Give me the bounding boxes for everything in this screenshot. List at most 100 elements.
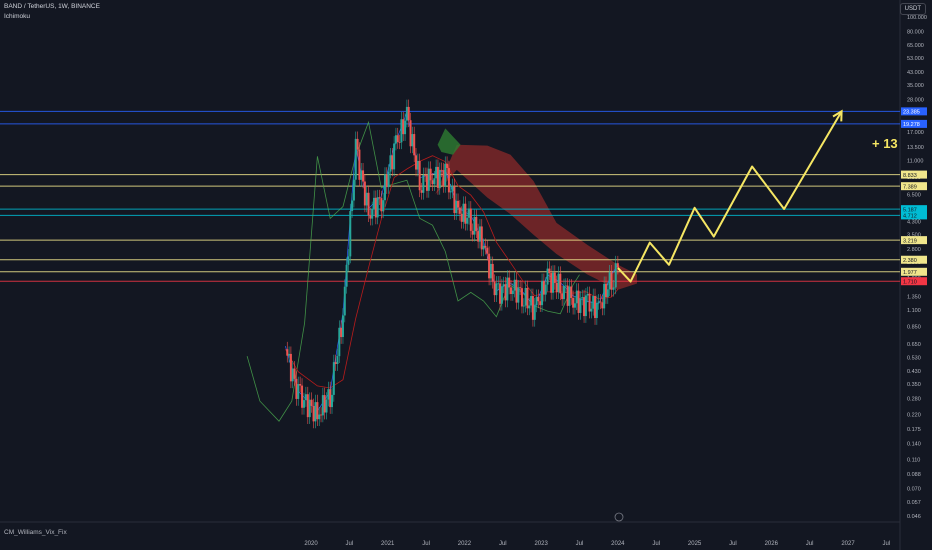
candle-body [358, 149, 361, 180]
candle-body [557, 273, 560, 293]
y-tick-label: 0.070 [907, 487, 921, 493]
candle-body [356, 138, 359, 150]
candle-body [489, 263, 492, 279]
candle-body [327, 389, 330, 400]
candle-body [362, 170, 365, 182]
candle-body [349, 211, 352, 257]
candle-body [433, 178, 436, 185]
candle-body [323, 395, 326, 413]
candle-body [382, 200, 385, 212]
candle-body [338, 327, 341, 357]
candle-body [544, 284, 547, 295]
y-tick-label: 0.850 [907, 325, 921, 331]
candle-body [499, 283, 502, 304]
candle-body [553, 272, 556, 283]
level-price-tag [901, 170, 927, 179]
candle-body [552, 272, 555, 293]
candle-body [444, 163, 447, 186]
y-tick-label: 43.000 [907, 70, 924, 76]
vix-fix-indicator-label: CM_Williams_Vix_Fix [4, 529, 67, 536]
level-price-label: 3.219 [903, 238, 917, 244]
x-tick-label: Jul [576, 541, 584, 547]
candle-body [331, 394, 334, 408]
y-tick-label: 2.800 [907, 247, 921, 253]
candle-body [528, 305, 531, 309]
y-tick-label: 4.300 [907, 219, 921, 225]
candle-body [387, 171, 390, 188]
level-price-label: 4.712 [903, 214, 917, 220]
candle-body [293, 368, 296, 379]
x-tick-label: Jul [883, 541, 891, 547]
candle-body [376, 197, 379, 218]
candle-body [486, 247, 489, 254]
candle-body [555, 282, 558, 293]
level-price-tag [901, 182, 927, 191]
candle-body [583, 297, 586, 317]
candle-body [304, 394, 307, 401]
candle-body [590, 308, 593, 312]
candle-body [314, 402, 317, 422]
indicator-label: Ichimoku [4, 13, 31, 20]
candle-body [513, 279, 516, 291]
candle-body [604, 283, 607, 298]
candle-body [612, 287, 615, 290]
projection-path [617, 110, 843, 283]
candle-body [595, 302, 598, 318]
candle-body [568, 286, 571, 306]
candle-body [586, 293, 589, 296]
y-tick-label: 0.220 [907, 412, 921, 418]
candle-body [373, 197, 376, 209]
level-price-tag [901, 236, 927, 245]
candle-body [416, 160, 419, 170]
x-tick-label: Jul [806, 541, 814, 547]
candle-body [425, 175, 428, 191]
x-tick-label: 2027 [841, 541, 855, 547]
candle-body [462, 203, 465, 222]
candle-body [564, 285, 567, 287]
candle-body [318, 414, 321, 420]
candle-body [418, 160, 421, 191]
event-marker-icon [614, 512, 624, 522]
candle-body [391, 155, 394, 170]
candle-body [502, 284, 505, 287]
candle-body [478, 226, 481, 242]
candle-body [396, 135, 399, 142]
candle-body [484, 245, 487, 248]
candle-body [320, 414, 323, 416]
candle-body [548, 268, 551, 274]
currency-badge[interactable]: USDT [899, 3, 926, 15]
candle-body [302, 400, 305, 408]
candle-body [297, 384, 300, 399]
y-tick-label: 3.500 [907, 233, 921, 239]
y-tick-label: 6.500 [907, 192, 921, 198]
candle-body [354, 138, 357, 180]
candle-body [369, 215, 372, 219]
candle-body [415, 155, 418, 170]
level-price-label: 19.278 [903, 122, 920, 128]
y-tick-label: 17.000 [907, 130, 924, 136]
candle-body [603, 283, 606, 309]
candle-body [493, 281, 496, 296]
candle-body [329, 389, 332, 408]
candle-body [389, 155, 392, 172]
candle-body [506, 277, 509, 301]
candle-body [460, 213, 463, 222]
symbol-title: BAND / TetherUS, 1W, BINANCE [4, 3, 100, 10]
candle-body [291, 368, 294, 382]
y-tick-label: 0.650 [907, 342, 921, 348]
candle-body [562, 286, 565, 300]
candle-body [365, 192, 368, 206]
level-price-tag [901, 205, 927, 214]
candle-body [455, 200, 458, 214]
candle-body [343, 286, 346, 316]
candle-body [491, 263, 494, 282]
level-price-tag [901, 267, 927, 276]
candle-body [526, 287, 529, 309]
candle-body [420, 190, 423, 193]
y-tick-label: 0.350 [907, 382, 921, 388]
candle-body [488, 253, 491, 279]
candle-body [336, 356, 339, 364]
candle-body [427, 168, 430, 191]
y-tick-label: 35.000 [907, 83, 924, 89]
